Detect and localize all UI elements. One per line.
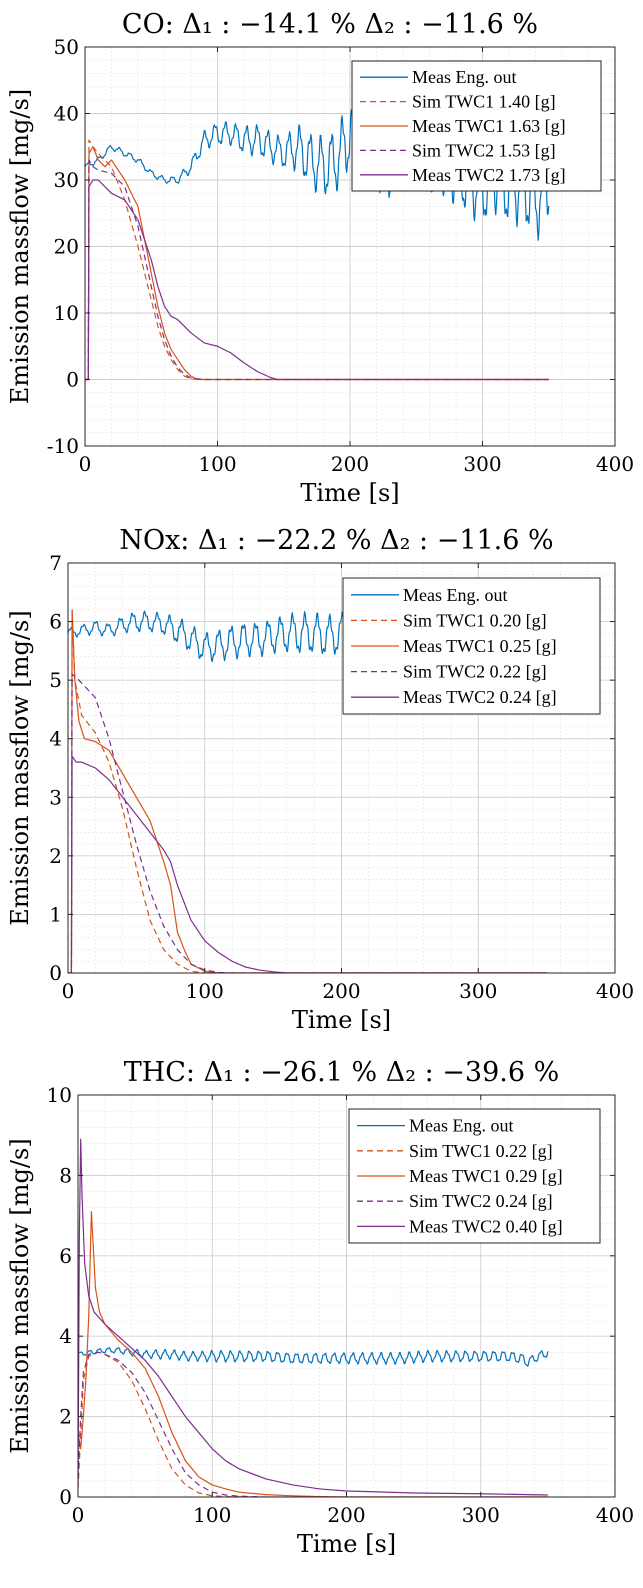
y-tick-label: 0	[66, 368, 79, 392]
series-line-5	[78, 1138, 548, 1496]
series-line-4	[78, 1351, 548, 1497]
y-tick-label: 0	[49, 961, 62, 985]
series-line-5	[85, 179, 549, 381]
y-tick-label: 4	[59, 1324, 72, 1348]
y-tick-label: 1	[49, 902, 62, 926]
chart-panel-2: 0 100 200 300 400 0 1 2 3 4 5 6 7 NOx: Δ₁ : −22.2 % Δ…	[6, 525, 634, 1034]
legend-label: Meas TWC1 1.63 [g]	[412, 116, 566, 136]
y-tick-label: 7	[49, 551, 62, 575]
series-line-5	[68, 755, 547, 973]
x-tick-label: 300	[462, 1503, 500, 1527]
x-tick-label: 400	[596, 1503, 634, 1527]
x-tick-label: 0	[79, 452, 92, 476]
legend-label: Meas Eng. out	[412, 67, 516, 87]
legend-label: Meas Eng. out	[403, 585, 507, 605]
x-tick-label: 300	[463, 452, 501, 476]
y-tick-label: 8	[59, 1163, 72, 1187]
x-tick-label: 200	[327, 1503, 365, 1527]
x-tick-label: 400	[596, 979, 634, 1003]
y-tick-label: 0	[59, 1485, 72, 1509]
x-tick-label: 400	[596, 452, 634, 476]
series-line-3	[78, 1210, 548, 1497]
series-line-3	[85, 146, 549, 381]
legend: Meas Eng. out Sim TWC1 0.20 [g] Meas TWC1 …	[342, 577, 601, 715]
chart-panel-3: 0 100 200 300 400 0 2 4 6 8 10 THC: Δ₁ : −26.1 % Δ₂…	[6, 1057, 634, 1558]
y-tick-label: 10	[47, 1083, 72, 1107]
legend-label: Sim TWC2 1.53 [g]	[412, 140, 556, 160]
y-tick-label: 10	[54, 301, 79, 325]
y-tick-label: 50	[54, 35, 79, 59]
legend: Meas Eng. out Sim TWC1 1.40 [g] Meas TWC1 …	[351, 60, 602, 192]
x-tick-label: 300	[459, 979, 497, 1003]
series-line-1	[78, 1347, 549, 1367]
y-tick-label: 6	[59, 1244, 72, 1268]
x-axis-label: Time [s]	[300, 479, 399, 507]
chart-title: THC: Δ₁ : −26.1 % Δ₂ : −39.6 %	[124, 1057, 560, 1088]
chart-title: NOx: Δ₁ : −22.2 % Δ₂ : −11.6 %	[119, 525, 553, 556]
x-tick-label: 100	[186, 979, 224, 1003]
legend-label: Meas TWC2 1.73 [g]	[412, 165, 566, 185]
legend-label: Sim TWC1 0.22 [g]	[409, 1141, 553, 1161]
y-tick-label: 6	[49, 610, 62, 634]
y-axis-label: Emission massflow [mg/s]	[6, 89, 34, 404]
legend-label: Meas Eng. out	[409, 1116, 513, 1136]
legend-label: Sim TWC1 1.40 [g]	[412, 92, 556, 112]
series-group	[78, 1138, 549, 1497]
legend: Meas Eng. out Sim TWC1 0.22 [g] Meas TWC1 …	[348, 1108, 601, 1244]
y-axis-label: Emission massflow [mg/s]	[6, 1138, 34, 1453]
legend-label: Meas TWC2 0.24 [g]	[403, 687, 557, 707]
y-tick-label: 2	[59, 1405, 72, 1429]
x-axis-label: Time [s]	[292, 1006, 391, 1034]
legend-label: Sim TWC2 0.22 [g]	[403, 662, 547, 682]
x-tick-label: 100	[193, 1503, 231, 1527]
x-tick-label: 100	[198, 452, 236, 476]
y-tick-label: 2	[49, 844, 62, 868]
legend-label: Sim TWC2 0.24 [g]	[409, 1191, 553, 1211]
y-tick-label: 5	[49, 668, 62, 692]
y-tick-label: -10	[47, 434, 79, 458]
y-tick-label: 30	[54, 168, 79, 192]
legend-label: Meas TWC1 0.25 [g]	[403, 636, 557, 656]
y-tick-label: 20	[54, 235, 79, 259]
x-axis-label: Time [s]	[297, 1530, 396, 1558]
x-tick-label: 0	[72, 1503, 85, 1527]
legend-label: Sim TWC1 0.20 [g]	[403, 610, 547, 630]
x-tick-label: 200	[331, 452, 369, 476]
legend-label: Meas TWC1 0.29 [g]	[409, 1166, 563, 1186]
y-axis-label: Emission massflow [mg/s]	[6, 610, 34, 925]
x-tick-label: 0	[62, 979, 75, 1003]
y-tick-label: 40	[54, 102, 79, 126]
series-line-2	[85, 139, 549, 381]
x-tick-label: 200	[322, 979, 360, 1003]
legend-label: Meas TWC2 0.40 [g]	[409, 1216, 563, 1236]
series-line-4	[68, 673, 547, 973]
y-tick-label: 3	[49, 785, 62, 809]
chart-title: CO: Δ₁ : −14.1 % Δ₂ : −11.6 %	[122, 9, 538, 40]
y-tick-label: 4	[49, 727, 62, 751]
